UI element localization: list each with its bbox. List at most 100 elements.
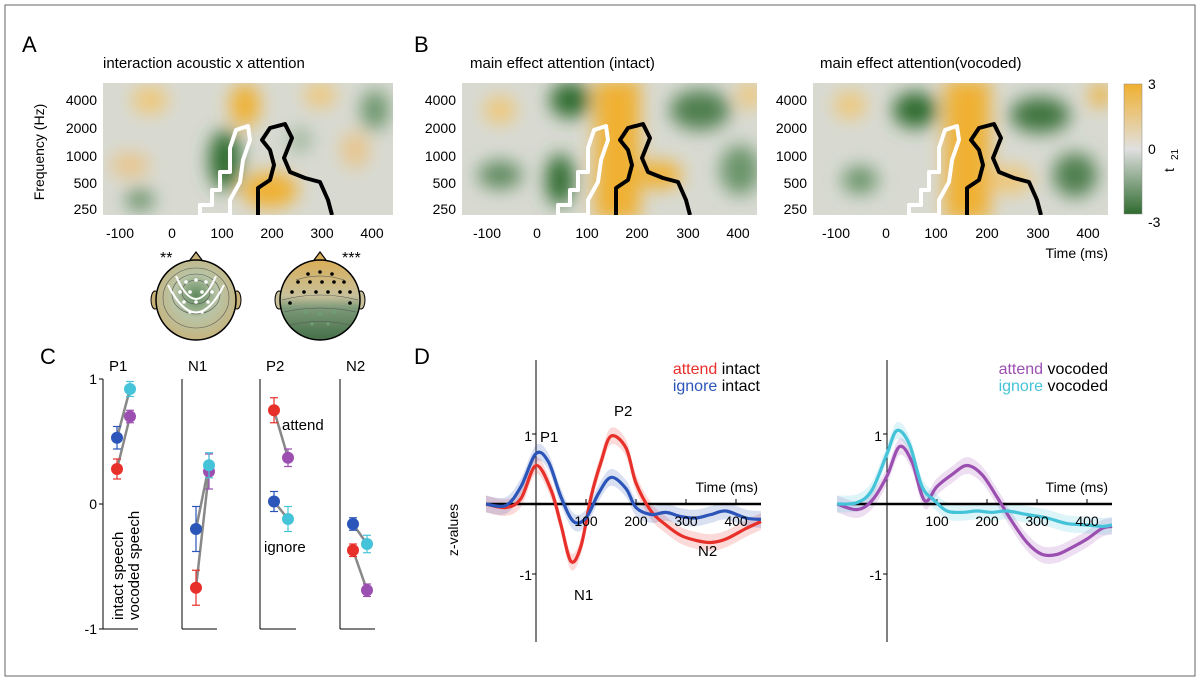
colorbar-label: t 21 [1161,148,1181,172]
peak-label-p1: P1 [540,429,558,446]
xtick-label: -100 [822,225,850,241]
ytick-label: 4000 [425,92,456,108]
colorbar-label-sub: 21 [1170,148,1181,160]
legend-suffix: vocoded [1048,361,1109,378]
topoplot-right [274,251,366,341]
ytick-label: 2000 [425,120,456,136]
topoplot-left [150,251,242,341]
data-point [361,584,373,597]
xtick-label: 400 [726,225,750,241]
xtick-label: 200 [624,513,648,529]
connector-line [194,471,211,588]
panel-b-title-right: main effect attention(vocoded) [820,55,1022,72]
peak-labels: P1 P2 N1 N2 [540,403,717,604]
category-label: P1 [109,358,127,375]
panel-b-heatmap-intact [462,83,757,215]
panel-b-title-left: main effect attention (intact) [470,55,655,72]
data-point [268,404,280,417]
colorbar [1123,83,1143,215]
connector-line [272,409,290,459]
legend-ignore-vocoded: ignore vocoded [999,378,1108,395]
peak-label-n2: N2 [698,543,717,560]
ytick-label: 1 [89,371,97,387]
ytick-label: 1000 [776,148,807,164]
colorbar-min: -3 [1148,214,1161,230]
ytick-label: -1 [520,567,533,583]
data-point [190,523,202,535]
panel-b-heatmap-vocoded [813,83,1108,215]
ytick-label: 2000 [776,120,807,136]
series-line [836,444,1113,558]
xtick-label: 400 [724,513,748,529]
panel-c-yticks: 1 0 -1 [85,371,98,637]
xtick-label: 300 [1026,225,1050,241]
xtick-label: 100 [575,225,599,241]
xtick-label: 300 [310,225,334,241]
category-label: N2 [346,358,365,375]
data-point [268,495,280,508]
panel-letter-c: C [40,344,56,369]
series-line [485,434,762,564]
panel-d-xticks-right: 100 200 300 400 [925,513,1099,529]
ytick-label: 500 [74,175,98,191]
ytick-label: 1 [874,428,882,444]
colorbar-mid: 0 [1148,141,1156,157]
legend-word-ignore: ignore [999,378,1044,395]
data-point [282,513,294,525]
legend-word-attend: attend [999,361,1043,378]
panel-b-yticks-right: 4000 2000 1000 500 250 [776,92,807,217]
xtick-label: 400 [1075,513,1099,529]
panel-d-ylabel: z-values [445,504,461,556]
panel-d-legend-left: attend intact ignore intact [673,361,761,395]
panel-a-heatmap [103,83,393,215]
panel-b-yticks-left: 4000 2000 1000 500 250 [425,92,456,217]
ytick-label: 500 [784,175,808,191]
confidence-band [486,427,761,571]
xtick-label: 200 [260,225,284,241]
legend-suffix: intact [722,378,761,395]
panel-c-plot: P1 N1 P2 N2 [99,358,375,630]
xtick-label: 100 [210,225,234,241]
xtick-label: 400 [360,225,384,241]
xtick-label: 300 [676,225,700,241]
data-point [282,451,294,464]
ytick-label: 250 [74,201,98,217]
panel-a-yticks: 4000 2000 1000 500 250 [66,92,97,217]
legend-word-attend: attend [673,361,717,378]
data-point [124,383,136,395]
series-line [485,450,762,525]
legend-attend-vocoded: attend vocoded [999,361,1108,378]
ytick-label: 1000 [66,148,97,164]
legend-suffix: vocoded [1048,378,1109,395]
panel-letter-b: B [414,32,429,57]
xtick-label: 0 [533,225,541,241]
xtick-label: -100 [106,225,134,241]
data-point [111,463,123,475]
panel-d-xticks-left: 100 200 300 400 [574,513,748,529]
data-point [111,431,123,444]
topo-right-stars: *** [342,250,361,267]
panel-a-xticks: -100 0 100 200 300 400 [106,225,384,241]
connector-line [115,416,132,470]
xtick-label: 0 [882,225,890,241]
ytick-label: 500 [433,175,457,191]
ytick-label: 1000 [425,148,456,164]
category-label: P2 [266,358,284,375]
condition-label-intact: intact speech [110,532,127,620]
category-label: N1 [188,358,207,375]
panel-b-xticks-left: -100 0 100 200 300 400 [473,225,750,241]
series-line [836,428,1113,529]
panel-d-legend-right: attend vocoded ignore vocoded [999,361,1108,395]
ytick-label: 4000 [776,92,807,108]
ytick-label: 4000 [66,92,97,108]
xtick-label: 200 [625,225,649,241]
data-point [190,581,202,594]
ytick-label: -1 [85,621,98,637]
ytick-label: 1 [524,428,532,444]
topo-left-stars: ** [160,250,172,267]
legend-suffix: intact [722,361,761,378]
data-point [124,410,136,423]
data-point [347,544,359,557]
panel-d-yticks: 1 -1 1 -1 [520,428,883,583]
